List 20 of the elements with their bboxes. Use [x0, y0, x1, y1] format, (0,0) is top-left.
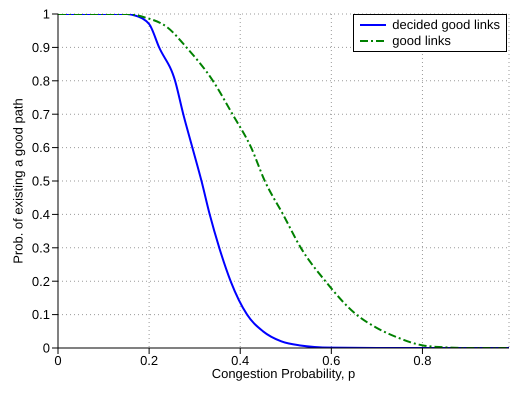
x-tick-label: 0.2	[140, 353, 158, 368]
y-tick-label: 0.7	[32, 106, 50, 122]
y-tick-label: 0.8	[32, 73, 50, 88]
y-tick-label: 0.6	[32, 140, 50, 156]
y-tick-label: 0.5	[32, 174, 50, 189]
x-axis-title: Congestion Probability, p	[212, 366, 356, 381]
y-tick-label: 0	[42, 340, 50, 356]
x-tick-label: 0.8	[413, 353, 432, 368]
y-tick-label: 0.3	[32, 240, 50, 256]
y-tick-label: 0.4	[32, 207, 50, 222]
y-axis-title: Prob. of existing a good path	[10, 98, 26, 264]
legend-label: decided good links	[392, 17, 500, 33]
x-tick-label: 0	[54, 353, 62, 368]
x-tick-label: 0.6	[322, 353, 340, 368]
x-tick-label: 0.4	[231, 353, 250, 368]
y-tick-label: 0.1	[32, 307, 50, 322]
y-tick-label: 0.9	[32, 40, 50, 56]
legend-label: good links	[392, 33, 451, 49]
y-tick-label: 1	[42, 6, 50, 22]
y-tick-label: 0.2	[32, 274, 50, 289]
